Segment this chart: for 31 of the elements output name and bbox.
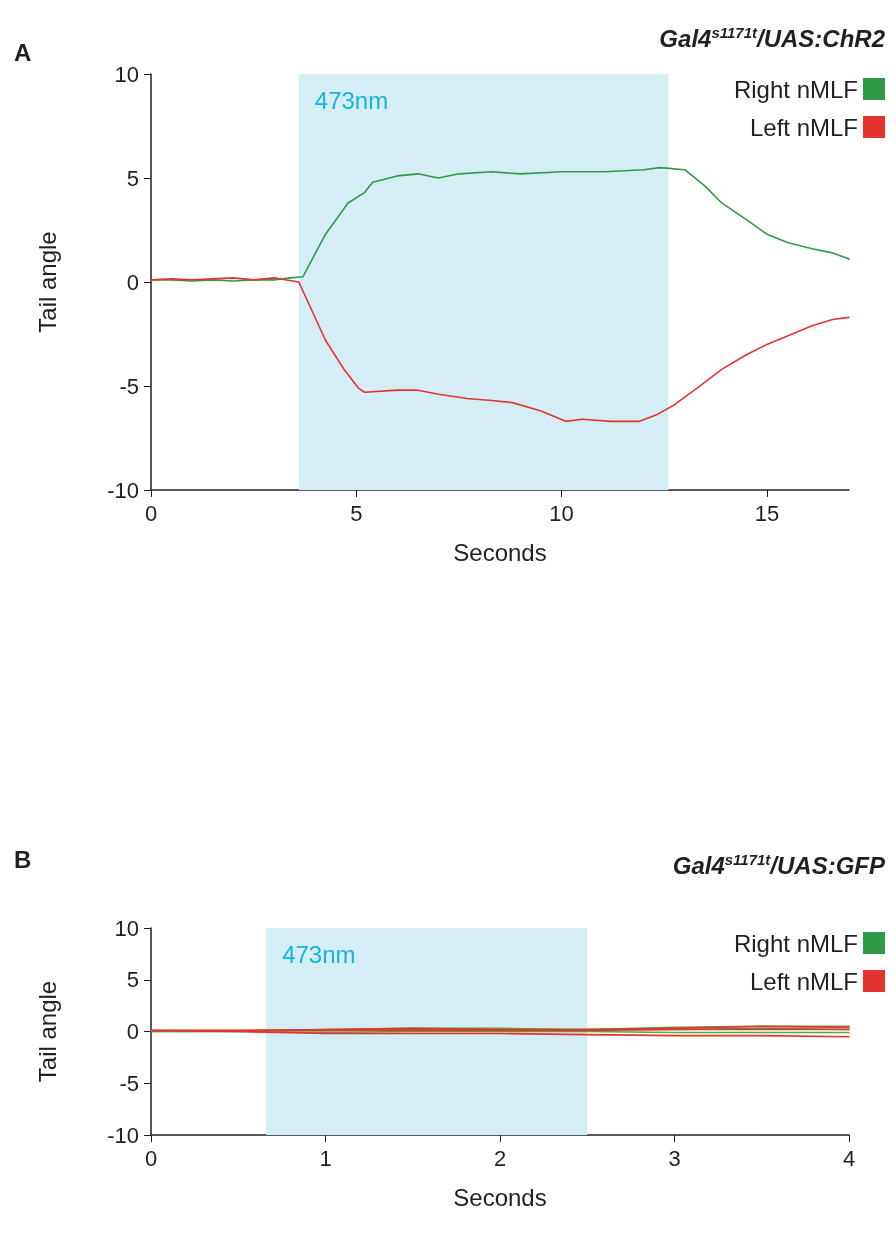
- y-tick-label: -5: [119, 1070, 139, 1096]
- band-label: 473nm: [282, 940, 356, 968]
- legend-label: Right nMLF: [733, 929, 858, 957]
- y-tick-label: 10: [114, 915, 139, 941]
- legend-label: Left nMLF: [749, 967, 858, 995]
- y-tick-label: 5: [126, 165, 139, 191]
- x-tick-label: 3: [668, 1145, 681, 1171]
- y-axis-title: Tail angle: [33, 980, 61, 1083]
- legend-label: Left nMLF: [749, 113, 858, 141]
- y-tick-label: 10: [114, 61, 139, 87]
- y-tick-label: -5: [119, 373, 139, 399]
- y-tick-label: -10: [107, 477, 139, 503]
- x-tick-label: 4: [842, 1145, 856, 1171]
- x-tick-label: 5: [350, 500, 363, 526]
- y-tick-label: 5: [126, 967, 139, 993]
- x-tick-label: 10: [549, 500, 574, 526]
- legend-label: Right nMLF: [733, 75, 858, 103]
- x-axis-title: Seconds: [453, 538, 547, 566]
- y-tick-label: 0: [126, 269, 139, 295]
- x-axis-title: Seconds: [453, 1183, 547, 1211]
- band-label: 473nm: [314, 86, 389, 114]
- y-tick-label: -10: [107, 1122, 139, 1148]
- x-tick-label: 0: [144, 500, 158, 526]
- text: B: [14, 845, 32, 873]
- y-axis-title: Tail angle: [33, 231, 61, 333]
- text: A: [14, 38, 32, 66]
- x-tick-label: 2: [493, 1145, 507, 1171]
- x-tick-label: 0: [144, 1145, 158, 1171]
- y-tick-label: 0: [126, 1019, 139, 1044]
- x-tick-label: 1: [319, 1145, 332, 1171]
- x-tick-label: 15: [754, 500, 780, 526]
